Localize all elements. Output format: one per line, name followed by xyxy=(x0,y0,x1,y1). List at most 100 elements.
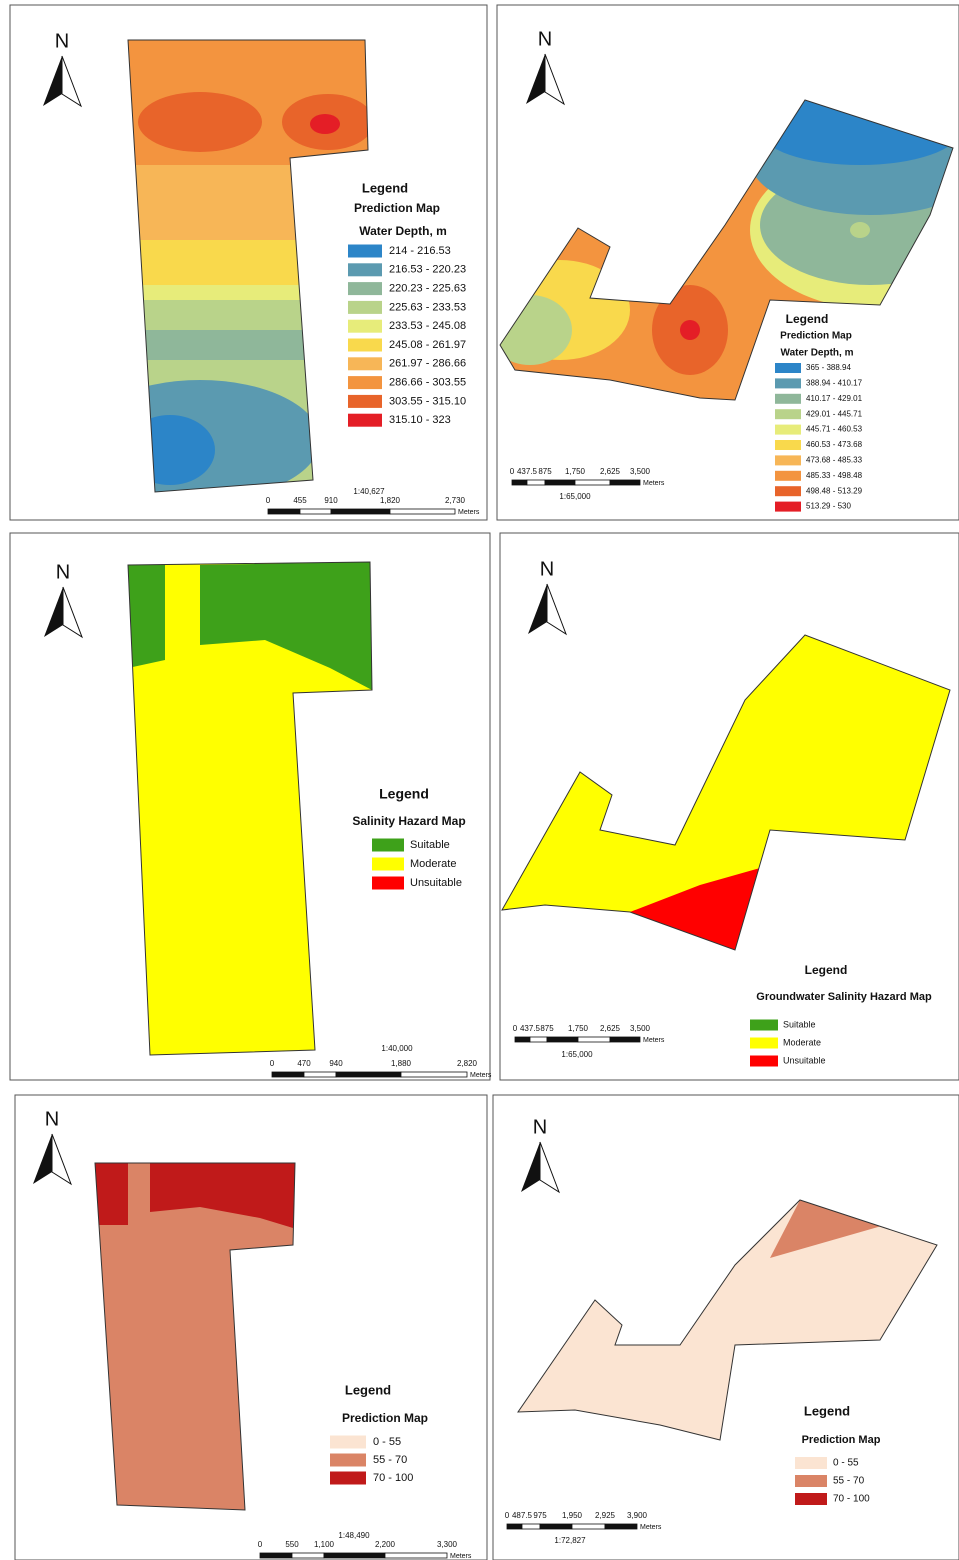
map-zone xyxy=(500,295,572,365)
legend-swatch xyxy=(372,876,404,890)
scale-segment xyxy=(511,479,528,486)
north-arrow xyxy=(546,583,567,636)
map-area xyxy=(95,1163,295,1510)
legend-label: 216.53 - 220.23 xyxy=(389,264,466,276)
north-arrow xyxy=(62,586,83,639)
map-outline xyxy=(501,634,951,951)
legend-title: Legend xyxy=(362,180,408,195)
map-zone xyxy=(770,1200,885,1258)
legend-label: 460.53 - 473.68 xyxy=(806,440,863,449)
scale-unit: Meters xyxy=(450,1553,472,1560)
legend-label: 445.71 - 460.53 xyxy=(806,425,863,434)
map-zone xyxy=(150,1163,295,1228)
legend-label: 225.63 - 233.53 xyxy=(389,301,466,313)
legend-label: 261.97 - 286.66 xyxy=(389,358,466,370)
legend-swatch xyxy=(775,455,801,466)
north-arrow xyxy=(539,1141,560,1194)
map-panel: N Legend Prediction Map 0 - 55 55 - 70 70 - 1… xyxy=(14,1094,488,1560)
legend-title: Legend xyxy=(804,1403,850,1418)
scale-label: 1,950 xyxy=(562,1511,583,1520)
scale-unit: Meters xyxy=(640,1524,662,1531)
legend-map-title: Prediction Map xyxy=(342,1411,428,1425)
scale-segment xyxy=(267,508,301,515)
scale-ratio: 1:40,000 xyxy=(381,1044,413,1053)
scale-segment xyxy=(389,508,456,515)
legend-swatch xyxy=(775,409,801,420)
legend-label: 410.17 - 429.01 xyxy=(806,394,863,403)
north-label: N xyxy=(56,561,70,583)
scale-segment xyxy=(546,1036,579,1043)
map-zone xyxy=(630,868,760,950)
legend-swatch xyxy=(750,1037,778,1049)
scale-ratio: 1:40,627 xyxy=(353,487,385,496)
legend-label: Unsuitable xyxy=(410,877,462,889)
scale-label: 875 xyxy=(538,467,552,476)
legend-map-title: Groundwater Salinity Hazard Map xyxy=(756,991,932,1003)
legend-title: Legend xyxy=(345,1382,391,1397)
scale-label: 437.5 xyxy=(517,467,538,476)
scale-label: 470 xyxy=(297,1059,311,1068)
scale-label: 1,750 xyxy=(568,1024,589,1033)
map-area xyxy=(500,100,953,400)
legend-label: 70 - 100 xyxy=(373,1472,413,1484)
scale-segment xyxy=(291,1552,325,1559)
scale-label: 3,300 xyxy=(437,1540,458,1549)
north-arrow xyxy=(43,56,62,106)
scale-label: 975 xyxy=(533,1511,547,1520)
map-zone xyxy=(518,1200,937,1440)
panel-frame xyxy=(9,532,491,1081)
legend-label: Unsuitable xyxy=(783,1055,826,1065)
scale-segment xyxy=(574,479,611,486)
map-panel: N Legend Prediction Map 0 - 55 55 - 70 70 - 1… xyxy=(492,1094,959,1560)
map-panel: N Legend Salinity Hazard Map Suitable Modera… xyxy=(9,532,492,1081)
scale-label: 437.5 xyxy=(520,1024,541,1033)
legend-map-title: Prediction Map xyxy=(354,201,440,215)
legend-swatch xyxy=(372,857,404,871)
scale-segment xyxy=(323,1552,386,1559)
legend-swatch xyxy=(750,1055,778,1067)
legend-label: 498.48 - 513.29 xyxy=(806,486,863,495)
scale-segment xyxy=(521,1523,541,1530)
scale-segment xyxy=(577,1036,611,1043)
legend-swatch xyxy=(372,838,404,852)
legend-subtitle: Water Depth, m xyxy=(359,224,447,238)
legend-title: Legend xyxy=(786,312,829,326)
scale-label: 3,900 xyxy=(627,1511,648,1520)
scale-label: 1,880 xyxy=(391,1059,412,1068)
scale-segment xyxy=(330,508,391,515)
map-area xyxy=(128,562,372,1055)
map-area xyxy=(502,635,950,950)
scale-segment xyxy=(571,1523,606,1530)
scale-ratio: 1:48,490 xyxy=(338,1531,370,1540)
north-arrow xyxy=(521,1142,540,1192)
legend-label: 365 - 388.94 xyxy=(806,363,851,372)
legend-swatch xyxy=(775,501,801,512)
scale-unit: Meters xyxy=(643,1037,665,1044)
legend-label: 315.10 - 323 xyxy=(389,414,451,426)
legend-label: 220.23 - 225.63 xyxy=(389,283,466,295)
legend-swatch xyxy=(348,357,382,371)
scale-segment xyxy=(529,1036,548,1043)
legend-subtitle: Water Depth, m xyxy=(781,348,854,359)
legend-swatch xyxy=(348,394,382,408)
scale-label: 3,500 xyxy=(630,1024,651,1033)
north-arrow xyxy=(33,1134,52,1184)
panel-frame xyxy=(499,532,959,1081)
scale-segment xyxy=(514,1036,531,1043)
legend-label: 473.68 - 485.33 xyxy=(806,456,863,465)
legend-swatch xyxy=(775,424,801,435)
legend-map-title: Prediction Map xyxy=(802,1434,881,1446)
map-outline xyxy=(517,1199,938,1441)
legend-swatch xyxy=(330,1453,366,1467)
legend-swatch xyxy=(775,363,801,373)
legend-label: 0 - 55 xyxy=(373,1436,401,1448)
legend-swatch xyxy=(330,1471,366,1485)
map-zone xyxy=(310,114,340,134)
legend-title: Legend xyxy=(805,963,848,977)
legend-label: 233.53 - 245.08 xyxy=(389,320,466,332)
scale-segment xyxy=(384,1552,448,1559)
scale-segment xyxy=(526,479,546,486)
legend-label: Moderate xyxy=(410,858,456,870)
north-arrow xyxy=(544,53,565,106)
